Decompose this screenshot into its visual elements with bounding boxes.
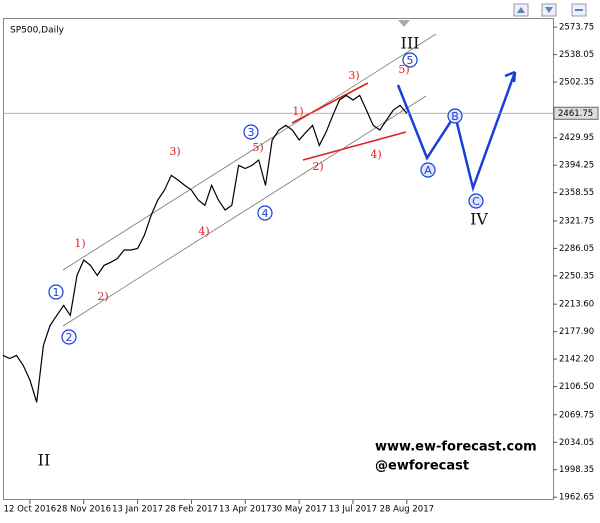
wave-label: B [451, 110, 459, 123]
toolbar-icons [398, 3, 587, 27]
x-tick-label: 12 Oct 2016 [4, 505, 57, 515]
y-tick-label: 2573.75 [559, 23, 594, 33]
y-tick-label: 2286.05 [559, 244, 594, 254]
x-tick-label: 13 Apr 2017 [219, 505, 272, 515]
wave-label: 5) [252, 141, 263, 154]
channel-lines [62, 33, 437, 327]
x-tick-label: 13 Jan 2017 [112, 505, 163, 515]
y-tick-label: 2069.75 [559, 410, 594, 420]
wave-circle [402, 52, 418, 68]
wave-circle [48, 284, 64, 300]
wave-label: 4) [370, 148, 381, 161]
y-tick-label: 2394.25 [559, 161, 594, 171]
y-tick-label: 2250.35 [559, 271, 594, 281]
x-tick-label: 28 Nov 2016 [57, 505, 111, 515]
wave-label: IV [470, 210, 488, 229]
wave-label: II [38, 451, 51, 470]
projection-arrow [504, 70, 517, 83]
y-tick-label: 2358.55 [559, 188, 594, 198]
chart-title: SP500,Daily [10, 26, 65, 36]
y-tick-label: 2177.90 [559, 327, 594, 337]
watermark: @ewforecast [375, 459, 469, 474]
wave-circle [61, 329, 77, 345]
triangle-lines [291, 82, 407, 161]
y-tick-label: 2034.05 [559, 438, 594, 448]
wave-circle [447, 108, 463, 124]
wave-label: 4) [198, 225, 209, 238]
y-tick-label: 2538.05 [559, 50, 594, 60]
wave-label: 2) [97, 290, 108, 303]
current-price-label: 2461.75 [558, 109, 593, 119]
wave-label: C [472, 195, 480, 208]
y-tick-label: 1962.65 [559, 493, 594, 503]
y-tick-label: 2321.75 [559, 216, 594, 226]
x-tick-label: 30 May 2017 [271, 505, 326, 515]
wave-label: 1 [53, 286, 60, 299]
wave-label: 2 [66, 331, 73, 344]
wave-label: 5) [398, 63, 409, 76]
watermark: www.ew-forecast.com [375, 440, 537, 455]
y-tick-label: 2106.50 [559, 382, 594, 392]
wave-label: 3) [169, 145, 180, 158]
y-tick-label: 2429.95 [559, 133, 594, 143]
wave-label: 3) [348, 69, 359, 82]
wave-circle [420, 162, 436, 178]
y-tick-label: 1998.35 [559, 465, 594, 475]
wave-label: 4 [262, 207, 269, 220]
x-tick-label: 28 Feb 2017 [165, 505, 218, 515]
x-tick-label: 13 Jul 2017 [329, 505, 377, 515]
y-tick-label: 2142.20 [559, 355, 594, 365]
wave-circle [257, 205, 273, 221]
current-price-box [553, 106, 599, 120]
y-tick-label: 2502.35 [559, 78, 594, 88]
wave-circle [468, 193, 484, 209]
wave-label: A [424, 164, 432, 177]
wave-label: 2) [312, 160, 323, 173]
wave-label: 3 [248, 126, 255, 139]
plot-frame [3, 18, 554, 500]
wave-circle [243, 124, 259, 140]
x-tick-label: 28 Aug 2017 [380, 505, 434, 515]
wave-label: 1) [292, 105, 303, 118]
wave-label: III [401, 34, 420, 53]
wave-label: 5 [407, 54, 414, 67]
price-line [2, 94, 408, 403]
y-tick-label: 2213.60 [559, 300, 594, 310]
wave-label: 1) [74, 237, 85, 250]
